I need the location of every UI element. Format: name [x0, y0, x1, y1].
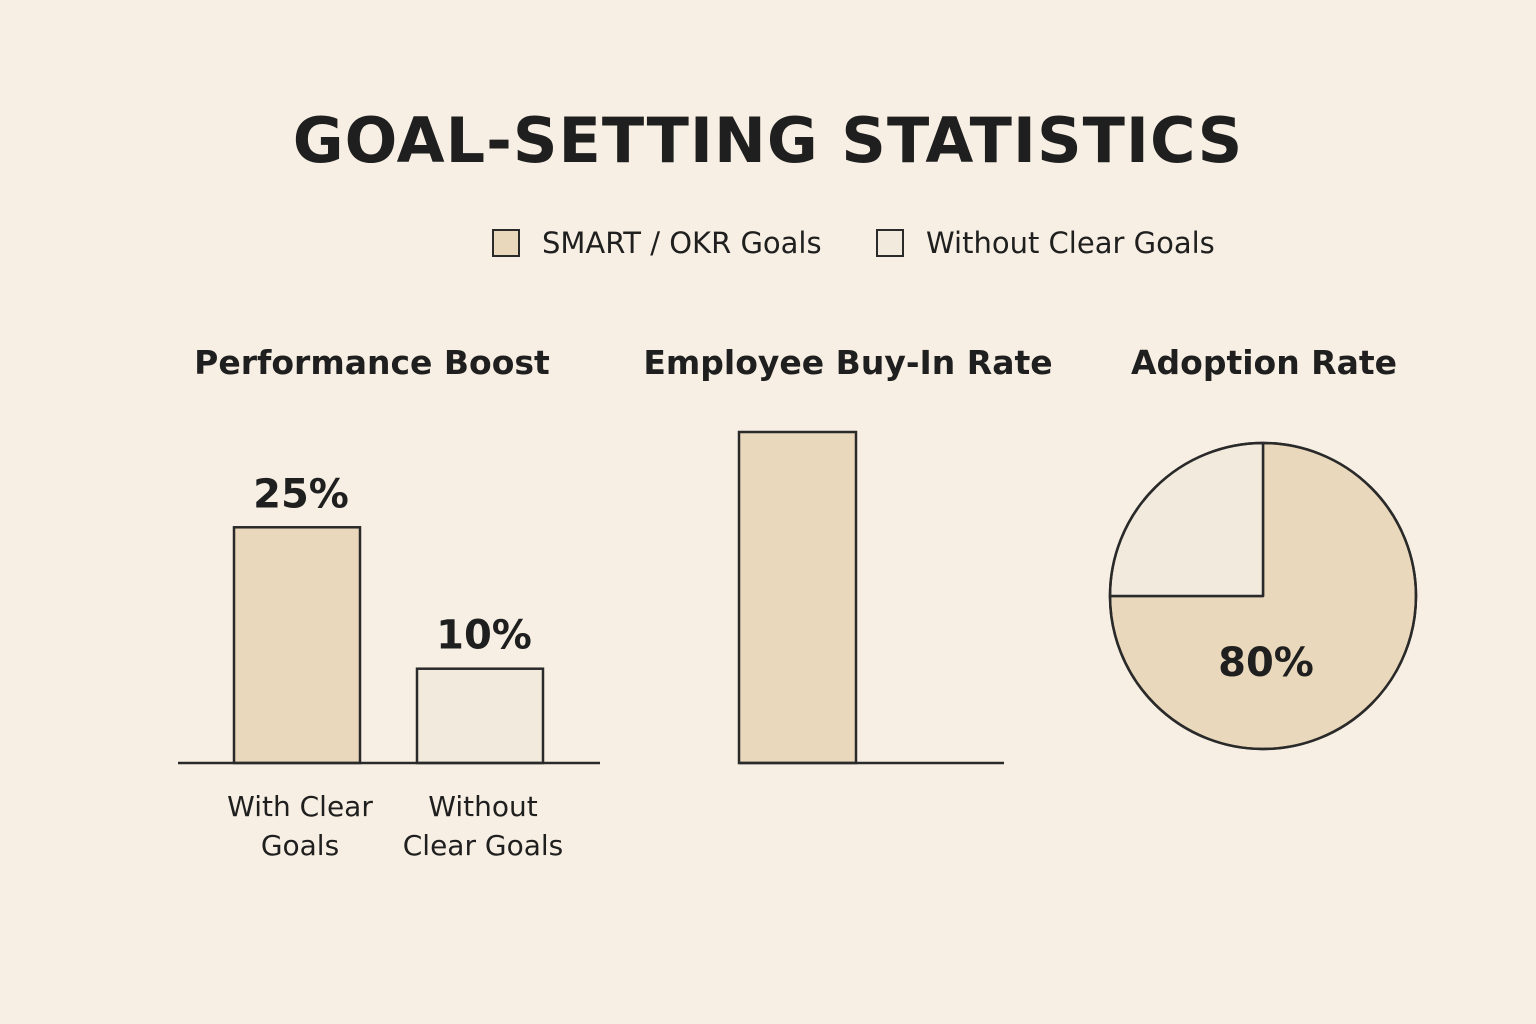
legend-item-smart-okr: SMART / OKR Goals: [492, 226, 822, 260]
chart-title-employee-buy-in: Employee Buy-In Rate: [643, 343, 1053, 382]
legend-swatch-smart-okr: [492, 229, 520, 257]
pie-value-label-adoption: 80%: [1218, 640, 1314, 686]
bar-performance-0: [232, 526, 362, 765]
x-tick-label-performance-0-1: Goals: [261, 829, 339, 862]
bar-buy-in-0: [737, 430, 858, 765]
bar-value-label-performance-1: 10%: [436, 613, 532, 659]
bar-performance-1: [415, 667, 545, 765]
pie-outline-adoption: [1108, 441, 1418, 751]
chart-title-performance-boost: Performance Boost: [194, 343, 550, 382]
x-tick-label-performance-1-0: Without: [428, 790, 537, 823]
legend-swatch-without-clear-goals: [876, 229, 904, 257]
x-tick-label-performance-1-1: Clear Goals: [403, 829, 563, 862]
bar-value-label-performance-0: 25%: [253, 471, 349, 517]
legend-label-without-clear-goals: Without Clear Goals: [926, 226, 1215, 260]
legend-label-smart-okr: SMART / OKR Goals: [542, 226, 822, 260]
page-title: GOAL-SETTING STATISTICS: [292, 104, 1244, 177]
chart-title-adoption-rate: Adoption Rate: [1130, 343, 1398, 382]
x-tick-label-performance-0-0: With Clear: [227, 790, 373, 823]
legend: SMART / OKR Goals Without Clear Goals: [0, 226, 1536, 266]
pie-slice-adoption-1: [1108, 441, 1265, 598]
legend-item-without-clear-goals: Without Clear Goals: [876, 226, 1215, 260]
